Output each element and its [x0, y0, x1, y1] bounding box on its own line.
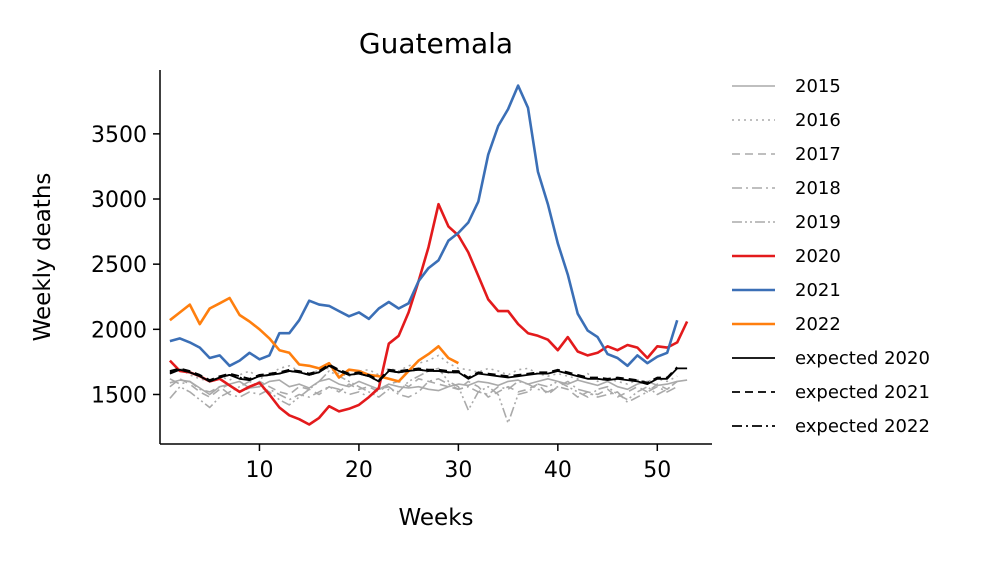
- series-line-2020: [168, 202, 689, 426]
- series-line-2018: [169, 377, 678, 404]
- axes: 10 20 30 40 50 1500 2000 2500 3000 3500: [91, 70, 712, 483]
- series-line-2022: [169, 296, 459, 383]
- y-tick-label: 2500: [91, 253, 147, 278]
- legend: 2015 2016 2017 2018 2019 2020 2021 2022 expected…: [732, 76, 930, 437]
- legend-label-2022: 2022: [795, 314, 841, 335]
- plot-area: [168, 84, 689, 426]
- x-axis-label: Weeks: [399, 505, 474, 531]
- legend-label-2019: 2019: [795, 212, 841, 233]
- y-tick-label: 3500: [91, 123, 147, 148]
- series-line-2015: [169, 377, 688, 396]
- legend-label-2021: 2021: [795, 280, 841, 301]
- legend-label-2020: 2020: [795, 246, 841, 267]
- series-line-expected-2021: [169, 363, 678, 384]
- legend-label-2015: 2015: [795, 76, 841, 97]
- legend-label-expected-2021: expected 2021: [795, 382, 930, 403]
- x-tick-label: 20: [345, 458, 373, 483]
- y-tick-label: 1500: [91, 383, 147, 408]
- legend-label-2017: 2017: [795, 144, 841, 165]
- y-axis-label: Weekly deaths: [30, 173, 56, 342]
- legend-label-2016: 2016: [795, 110, 841, 131]
- legend-label-expected-2020: expected 2020: [795, 348, 930, 369]
- legend-label-expected-2022: expected 2022: [795, 416, 930, 437]
- x-tick-label: 40: [544, 458, 572, 483]
- y-tick-label: 2000: [91, 318, 147, 343]
- y-tick-label: 3000: [91, 188, 147, 213]
- chart-title: Guatemala: [359, 27, 513, 60]
- legend-label-2018: 2018: [795, 178, 841, 199]
- x-tick-label: 50: [643, 458, 671, 483]
- x-tick-label: 10: [245, 458, 273, 483]
- x-tick-label: 30: [444, 458, 472, 483]
- series-line-2021: [169, 84, 679, 368]
